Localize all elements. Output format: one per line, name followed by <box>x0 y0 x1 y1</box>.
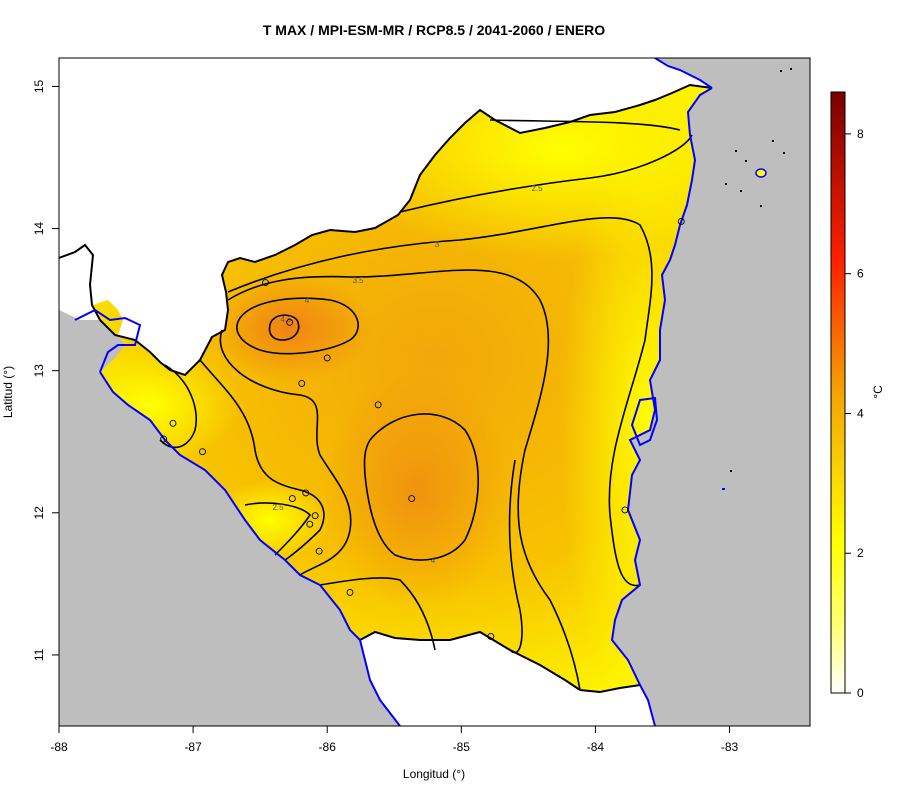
y-tick-label: 14 <box>32 222 46 236</box>
contour-3-5-west <box>219 329 352 576</box>
contour-label-2-5-a: 2.5 <box>531 184 543 193</box>
contour-lines <box>159 119 693 691</box>
map-plot-area: 2.5 3 3.5 4 4.5 4 2.5 <box>59 58 810 726</box>
honduras-land <box>59 58 712 375</box>
x-tick-label: -85 <box>453 740 471 754</box>
contour-label-4-central: 4 <box>431 556 436 565</box>
x-tick-label: -86 <box>319 740 337 754</box>
x-tick-label: -84 <box>587 740 605 754</box>
station-marker <box>315 547 323 555</box>
chart-title: T MAX / MPI-ESM-MR / RCP8.5 / 2041-2060 … <box>263 22 605 38</box>
contour-labels: 2.5 3 3.5 4 4.5 4 2.5 <box>272 184 543 565</box>
cay-11 <box>790 68 792 70</box>
colorbar-label: °C <box>871 385 885 399</box>
north-coast <box>654 58 713 89</box>
colorbar-tick-label: 8 <box>857 127 864 141</box>
corn-island-large <box>755 168 767 178</box>
colorbar-ramp <box>830 91 846 694</box>
cay-1 <box>730 470 732 472</box>
station-marker <box>677 217 685 225</box>
cay-5 <box>725 183 727 185</box>
cay-10 <box>780 70 782 72</box>
caribbean-coast <box>610 87 713 726</box>
contour-4-5-north <box>268 314 300 341</box>
nicaragua-border-north <box>59 83 713 377</box>
station-marker <box>374 401 382 409</box>
station-marker <box>408 495 416 503</box>
x-tick-label: -83 <box>721 740 739 754</box>
station-marker <box>288 495 296 503</box>
contour-label-3-5: 3.5 <box>352 276 364 285</box>
station-marker <box>199 448 206 456</box>
nicaragua-border-south <box>359 630 641 694</box>
pearl-lagoon-coast <box>630 396 659 447</box>
caribbean-islands <box>722 168 767 490</box>
sea-west <box>59 310 400 726</box>
station-marker <box>487 633 495 640</box>
costa-rica-land <box>360 632 655 726</box>
colorbar: °C 0 2 4 6 8 <box>830 91 885 700</box>
station-marker <box>286 318 294 326</box>
cay-7 <box>772 140 774 142</box>
station-marker <box>621 506 629 514</box>
cay-6 <box>740 190 742 192</box>
station-marker <box>298 380 306 387</box>
colorbar-tick-label: 0 <box>857 686 864 700</box>
y-tick-label: 12 <box>32 506 46 520</box>
cay-9 <box>760 205 762 207</box>
station-marker <box>306 520 314 528</box>
contour-label-3: 3 <box>435 240 440 249</box>
station-marker <box>302 489 310 497</box>
station-markers <box>160 217 685 640</box>
y-tick-label: 11 <box>32 648 46 661</box>
coastlines <box>74 58 713 726</box>
station-marker <box>346 588 354 596</box>
contour-2-5-west <box>159 364 197 449</box>
x-tick-label: -87 <box>184 740 202 754</box>
x-axis: -88 -87 -86 -85 -84 -83 <box>50 725 739 754</box>
contour-4-north <box>236 297 359 355</box>
station-marker <box>160 435 168 443</box>
cay-4 <box>745 160 747 162</box>
sea-northeast <box>655 58 810 120</box>
miskito-cays <box>725 68 792 207</box>
contour-3-5 <box>227 269 581 691</box>
sea-east <box>612 58 810 726</box>
y-tick-label: 15 <box>32 79 46 93</box>
contour-2-5-northeast <box>489 119 681 131</box>
pacific-coast <box>99 371 401 726</box>
cay-2 <box>722 488 725 490</box>
cay-8 <box>783 152 785 154</box>
contour-3-5-south <box>319 577 436 651</box>
station-marker <box>311 512 319 520</box>
colorbar-tick-label: 6 <box>857 267 864 281</box>
contour-3 <box>227 217 653 587</box>
colorbar-tick-label: 4 <box>857 406 864 420</box>
warm-core-central <box>323 370 513 610</box>
contour-label-4-north: 4 <box>305 296 310 305</box>
contour-label-2-5-b: 2.5 <box>272 503 284 512</box>
warm-core-north <box>203 273 373 383</box>
gulf-fonseca-coast <box>74 308 142 373</box>
y-axis-label: Latitud (°) <box>1 366 15 418</box>
contour-2-5-southwest <box>244 502 312 556</box>
y-tick-label: 13 <box>32 364 46 378</box>
station-marker <box>323 354 331 362</box>
contour-3-south <box>199 359 325 561</box>
cay-3 <box>735 150 737 152</box>
contour-3-5-southeast <box>508 459 523 654</box>
y-axis: 11 12 13 14 15 <box>32 79 60 661</box>
x-axis-label: Longitud (°) <box>403 767 465 781</box>
contour-label-4-5: 4.5 <box>280 315 292 324</box>
station-marker <box>262 279 269 287</box>
station-marker <box>169 419 177 427</box>
colorbar-tick-label: 2 <box>857 546 864 560</box>
contour-2-5-north <box>399 134 693 213</box>
contour-4-central <box>363 413 479 561</box>
x-tick-label: -88 <box>50 740 68 754</box>
